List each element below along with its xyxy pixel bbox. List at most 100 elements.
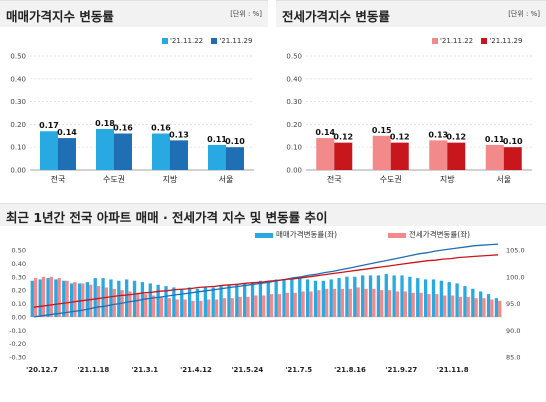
sale-bar: [114, 133, 132, 170]
jeonse-panel-title: 전세가격지수 변동률: [282, 9, 390, 24]
trend-sale-bar: [368, 275, 373, 317]
trend-sale-bar: [117, 280, 121, 317]
trend-jeonse-bar: [57, 278, 61, 317]
jeonse-legend: '21.11.22 '21.11.29: [432, 37, 522, 45]
trend-sale-bar: [423, 279, 428, 317]
jeonse-value-label: 0.13: [428, 130, 448, 139]
sale-category-label: 전국: [51, 174, 66, 184]
trend-legend-jeonse-label: 전세가격변동률(좌): [409, 230, 471, 239]
trend-jeonse-bar: [222, 298, 227, 317]
trend-sale-bar: [93, 278, 97, 317]
sale-ytick-label: 0.50: [10, 53, 26, 61]
jeonse-legend-swatch-2: [481, 38, 488, 44]
jeonse-bar: [390, 142, 409, 170]
jeonse-legend-swatch-1: [432, 38, 438, 44]
trend-x-tick-label: '20.12.7: [26, 366, 58, 374]
trend-sale-bar: [203, 287, 207, 317]
trend-jeonse-bar: [419, 292, 423, 317]
jeonse-value-label: 0.14: [315, 128, 335, 137]
trend-jeonse-bar: [403, 291, 407, 317]
trend-jeonse-bar: [458, 296, 463, 317]
sale-category-label: 서울: [219, 175, 234, 184]
trend-jeonse-bar: [293, 292, 297, 317]
trend-sale-bar: [69, 283, 74, 317]
trend-jeonse-bar: [167, 298, 171, 317]
trend-sale-bar: [479, 291, 483, 317]
trend-legend-sale-label: 매매가격변동률(좌): [276, 230, 338, 239]
trend-jeonse-bar: [332, 288, 337, 317]
trend-jeonse-bar: [89, 284, 93, 317]
trend-sale-bar: [125, 279, 129, 317]
trend-jeonse-bar: [395, 291, 400, 317]
sale-legend-swatch-2: [211, 38, 218, 44]
jeonse-value-label: 0.10: [503, 137, 523, 146]
trend-jeonse-bar: [380, 290, 384, 317]
sale-ytick-label: 0.20: [10, 121, 26, 129]
trend-left-tick-label: 0.00: [12, 313, 26, 321]
trend-x-tick-label: '21.1.18: [77, 366, 109, 374]
jeonse-legend-item-2: '21.11.29: [481, 37, 522, 45]
sale-category-label: 수도권: [103, 174, 125, 184]
trend-sale-bar: [54, 279, 58, 317]
trend-sale-bar: [290, 278, 294, 317]
trend-legend-sale: 매매가격변동률(좌): [255, 229, 337, 240]
jeonse-panel-header: 전세가격지수 변동률 [단위 : %]: [276, 0, 546, 27]
trend-sale-bar: [321, 280, 325, 317]
trend-jeonse-bar: [151, 295, 156, 317]
sale-legend-label-2: '21.11.29: [219, 37, 253, 45]
trend-jeonse-bar: [199, 300, 203, 317]
trend-jeonse-bar: [411, 292, 415, 317]
trend-jeonse-bar: [269, 294, 274, 317]
trend-sale-bar: [164, 286, 168, 317]
trend-left-tick-label: 0.20: [12, 287, 26, 295]
trend-panel-header: 최근 1년간 전국 아파트 매매 · 전세가격 지수 및 변동률 추이: [0, 203, 546, 226]
trend-jeonse-bar: [262, 295, 266, 317]
trend-jeonse-bar: [277, 294, 282, 317]
trend-sale-index-line: [33, 243, 499, 318]
jeonse-bar: [334, 142, 353, 170]
trend-jeonse-bar: [207, 299, 211, 317]
trend-sale-bar: [471, 288, 475, 317]
jeonse-ytick-label: 0.50: [286, 53, 302, 61]
sale-value-label: 0.18: [95, 119, 115, 128]
trend-sale-bar: [38, 279, 42, 317]
sale-value-label: 0.11: [207, 135, 227, 144]
trend-sale-bar: [109, 279, 113, 317]
trend-jeonse-bar: [387, 290, 392, 317]
trend-sale-bar: [30, 280, 34, 317]
sale-ytick-label: 0.40: [10, 75, 26, 83]
trend-jeonse-bar: [325, 288, 329, 317]
trend-jeonse-bar: [230, 298, 234, 317]
trend-jeonse-bar: [317, 290, 321, 317]
trend-sale-bar: [447, 282, 451, 317]
sale-rate-panel: 매매가격지수 변동률 [단위 : %] '21.11.22 '21.11.29 …: [0, 0, 268, 198]
trend-sale-bar: [361, 275, 365, 317]
trend-jeonse-bar: [112, 288, 116, 317]
trend-sale-bar: [266, 280, 270, 317]
trend-jeonse-bar: [136, 292, 140, 317]
trend-sale-bar: [156, 284, 160, 317]
trend-sale-bar: [376, 275, 381, 317]
trend-legend-jeonse: 전세가격변동률(좌): [388, 229, 470, 240]
sale-legend-label-1: '21.11.22: [170, 37, 204, 45]
trend-sale-bar: [180, 288, 184, 317]
trend-left-tick-label: -0.10: [9, 327, 26, 335]
sale-bar: [152, 133, 170, 170]
trend-jeonse-bar: [498, 300, 502, 317]
jeonse-category-label: 서울: [496, 175, 511, 184]
jeonse-legend-label-1: '21.11.22: [440, 37, 474, 45]
trend-sale-bar: [392, 275, 396, 317]
jeonse-ytick-label: 0.30: [286, 98, 302, 106]
trend-left-tick-label: 0.50: [12, 247, 26, 255]
trend-sale-bar: [227, 284, 231, 317]
trend-x-tick-label: '21.8.16: [334, 366, 366, 374]
jeonse-category-label: 전국: [327, 174, 342, 184]
trend-sale-bar: [274, 279, 278, 317]
trend-jeonse-bar: [364, 288, 368, 317]
trend-sale-bar: [439, 280, 443, 317]
sale-bar-chart: 0.000.100.200.300.400.500.170.14전국0.180.…: [10, 53, 254, 184]
sale-legend-swatch-1: [162, 38, 168, 44]
sale-bar: [226, 147, 244, 170]
trend-jeonse-bar: [246, 296, 250, 317]
